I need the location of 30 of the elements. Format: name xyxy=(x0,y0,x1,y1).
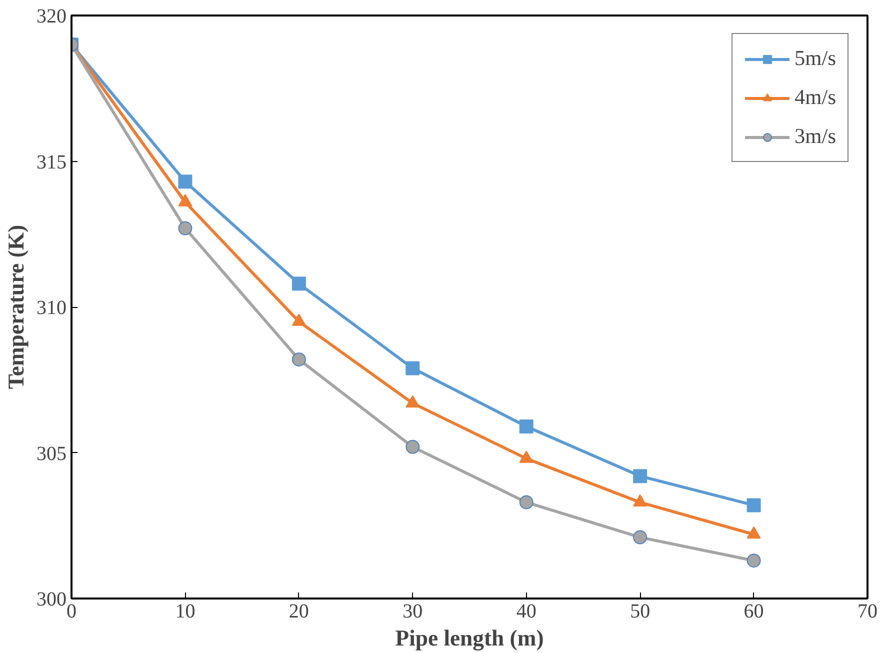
point xyxy=(292,276,306,291)
point xyxy=(519,495,534,510)
y-tick-label: 320 xyxy=(36,6,66,28)
y-tick-label: 300 xyxy=(36,588,66,610)
y-axis-title: Temperature (K) xyxy=(4,224,28,390)
x-tick-label: 60 xyxy=(744,600,764,622)
point xyxy=(292,352,306,366)
point xyxy=(746,554,761,568)
point xyxy=(178,174,192,189)
x-tick-label: 10 xyxy=(175,600,196,622)
y-tick-label: 315 xyxy=(36,151,66,174)
y-tick-label: 310 xyxy=(36,297,66,319)
x-tick-label: 40 xyxy=(516,600,536,622)
y-tick-label: 305 xyxy=(36,442,66,465)
point xyxy=(406,361,420,376)
x-tick-label: 50 xyxy=(630,600,650,622)
legend-label: 3m/s xyxy=(794,124,836,149)
x-tick-label: 0 xyxy=(66,600,76,622)
point xyxy=(633,530,648,544)
point xyxy=(519,420,534,434)
x-tick-label: 70 xyxy=(858,600,878,622)
x-tick-label: 30 xyxy=(402,600,423,622)
legend-label: 5m/s xyxy=(794,46,836,71)
point xyxy=(406,440,420,454)
x-tick-label: 20 xyxy=(288,600,309,622)
point xyxy=(746,498,761,512)
x-axis-title: Pipe length (m) xyxy=(395,626,544,650)
legend-label: 4m/s xyxy=(794,85,836,110)
point xyxy=(178,221,192,236)
point xyxy=(633,469,648,484)
